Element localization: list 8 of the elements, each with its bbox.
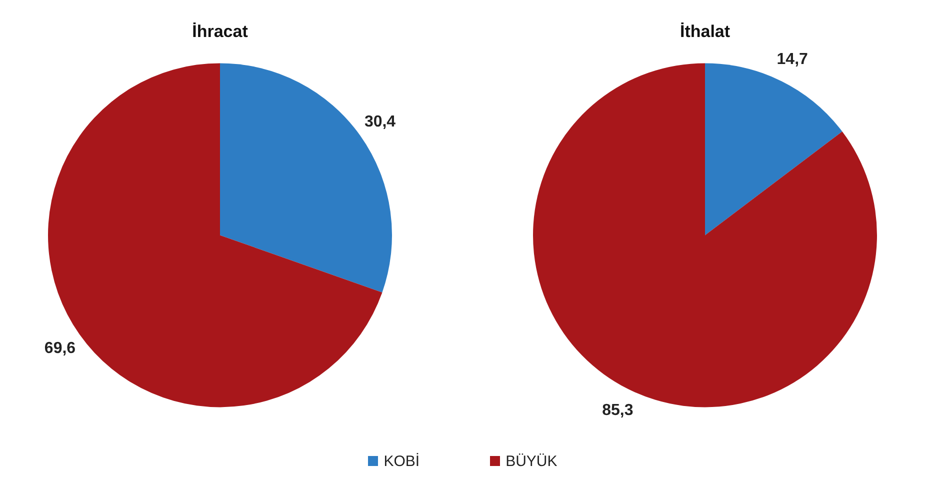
data-label: 69,6 [44, 340, 76, 357]
legend-label: KOBİ [384, 452, 420, 470]
chart-title: İthalat [680, 22, 730, 41]
data-label: 30,4 [364, 113, 396, 130]
legend-label: BÜYÜK [506, 452, 558, 470]
chart-title: İhracat [192, 22, 248, 41]
data-label: 14,7 [776, 51, 808, 68]
data-label: 85,3 [602, 402, 634, 420]
